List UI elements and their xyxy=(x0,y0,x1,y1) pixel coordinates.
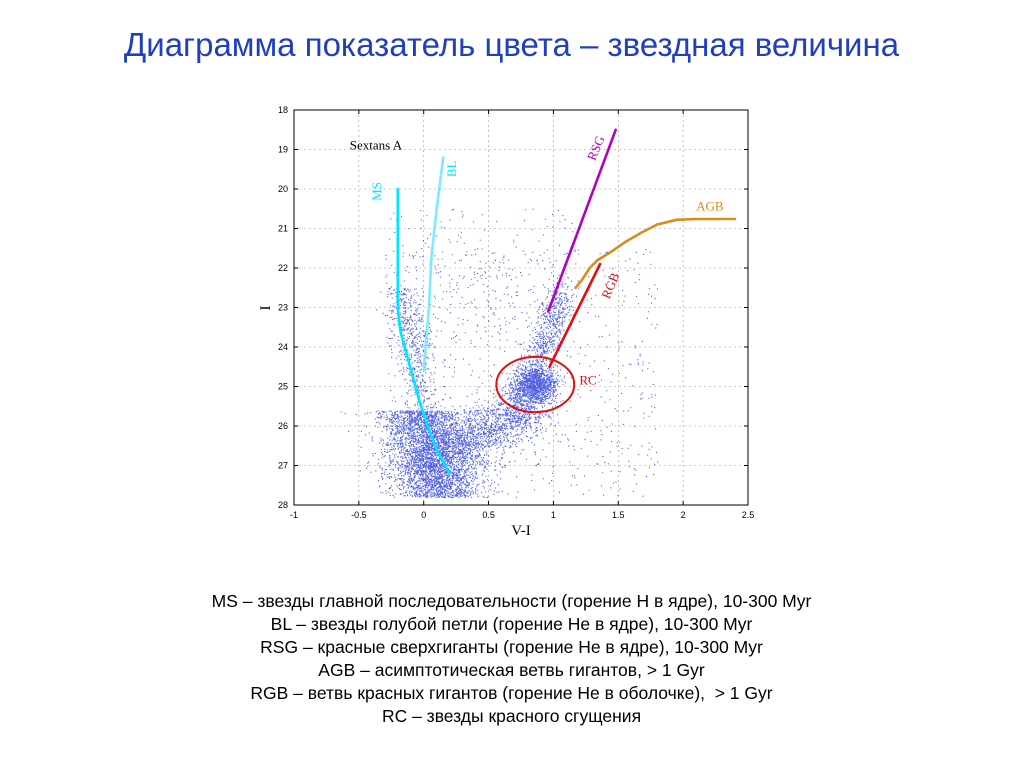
y-tick-label: 21 xyxy=(278,224,288,234)
x-tick-label: 1 xyxy=(551,510,556,520)
sequence-agb xyxy=(574,217,737,290)
legend-line-rgb: RGB – ветвь красных гигантов (горение He… xyxy=(250,683,773,703)
legend-line-agb: AGB – асимптотическая ветвь гигантов, > … xyxy=(318,660,705,680)
star-point-cloud xyxy=(340,208,659,499)
x-tick-label: 0 xyxy=(421,510,426,520)
cluster-rc xyxy=(495,355,576,414)
y-tick-label: 20 xyxy=(278,184,288,194)
y-axis-label: I xyxy=(258,306,274,311)
x-tick-label: 1.5 xyxy=(612,510,625,520)
sequence-rsg xyxy=(546,128,617,313)
y-tick-label: 19 xyxy=(278,145,288,155)
x-tick-label: 0.5 xyxy=(482,510,495,520)
cmd-chart: -1 -0.5 0 0.5 1 1.5 2 2.5 18 19 20 21 22 23 24 25 26 27 28… xyxy=(250,98,770,548)
x-tick-label: -0.5 xyxy=(351,510,367,520)
y-tick-label: 28 xyxy=(278,500,288,510)
x-tick-label: 2 xyxy=(681,510,686,520)
y-tick-label: 25 xyxy=(278,382,288,392)
label-sextans-a: Sextans A xyxy=(350,138,403,153)
y-tick-label: 24 xyxy=(278,342,288,352)
chart-svg: -1 -0.5 0 0.5 1 1.5 2 2.5 18 19 20 21 22 23 24 25 26 27 28… xyxy=(258,105,754,539)
sequence-bl xyxy=(422,156,445,372)
x-tick-label: 2.5 xyxy=(742,510,755,520)
x-axis-label: V-I xyxy=(511,523,530,539)
y-tick-label: 18 xyxy=(278,105,288,115)
label-ms: MS xyxy=(369,182,384,201)
sequence-ms xyxy=(396,187,451,475)
y-tick-label: 26 xyxy=(278,421,288,431)
y-tick-label: 27 xyxy=(278,461,288,471)
slide-title: Диаграмма показатель цвета – звездная ве… xyxy=(123,26,900,63)
grid-layer xyxy=(294,110,748,505)
legend-line-rsg: RSG – красные сверхгиганты (горение He в… xyxy=(260,637,763,657)
y-tick-label: 22 xyxy=(278,263,288,273)
legend-line-bl: BL – звезды голубой петли (горение He в … xyxy=(270,614,753,634)
y-tick-label: 23 xyxy=(278,303,288,313)
legend-line-ms: MS – звезды главной последовательности (… xyxy=(211,591,812,611)
sequence-rgb xyxy=(548,262,602,369)
label-bl: BL xyxy=(444,160,459,177)
star-points xyxy=(340,208,659,499)
label-rc: RC xyxy=(579,373,596,388)
x-tick-label: -1 xyxy=(290,510,298,520)
legend-line-rc: RC – звезды красного сгущения xyxy=(381,706,642,726)
sequence-lines xyxy=(396,128,737,475)
legend-text: MS – звезды главной последовательности (… xyxy=(0,590,1023,728)
axis-layer: -1 -0.5 0 0.5 1 1.5 2 2.5 18 19 20 21 22 23 24 25 26 27 28 xyxy=(278,105,754,520)
label-agb: AGB xyxy=(696,199,724,214)
